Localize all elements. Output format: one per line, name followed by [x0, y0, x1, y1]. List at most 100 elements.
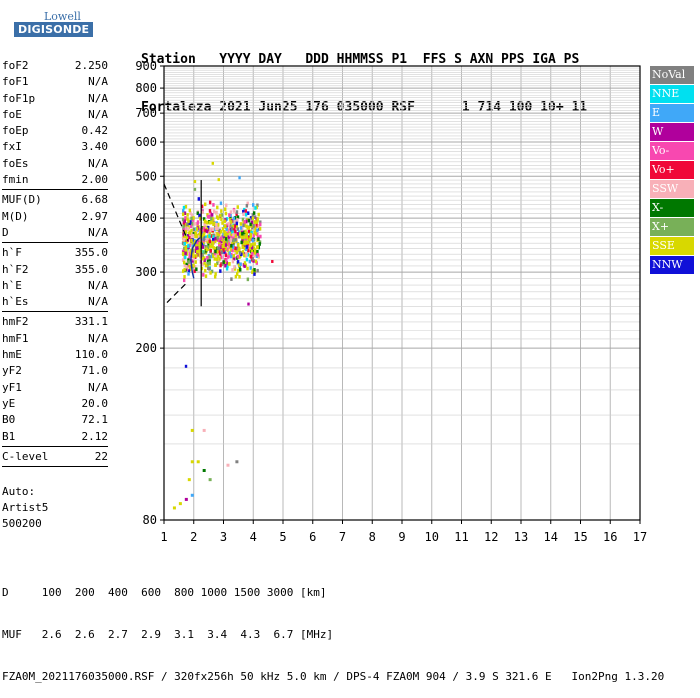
- echo-point: [255, 245, 259, 250]
- echo-point: [196, 241, 199, 245]
- echo-point: [246, 252, 250, 257]
- x-tick-label: 17: [633, 530, 647, 544]
- echo-point: [196, 235, 200, 239]
- echo-point: [245, 252, 248, 257]
- echo-point: [258, 240, 262, 244]
- legend-item: SSE: [650, 237, 694, 255]
- echo-point: [219, 245, 223, 249]
- echo-point: [201, 229, 204, 233]
- echo-point: [213, 257, 216, 261]
- param-name: h`Es: [2, 295, 29, 309]
- y-tick-label: 800: [135, 81, 157, 95]
- echo-point: [188, 243, 191, 248]
- echo-point: [190, 241, 193, 246]
- param-value: N/A: [88, 225, 108, 239]
- echo-point: [253, 220, 257, 224]
- echo-point: [228, 213, 231, 217]
- echo-point: [212, 246, 215, 250]
- echo-point: [229, 218, 232, 222]
- echo-point: [192, 254, 195, 259]
- echo-point: [187, 272, 190, 276]
- echo-point: [221, 244, 224, 249]
- header-labels: Station YYYY DAY DDD HHMMSS P1 FFS S AXN…: [141, 52, 580, 67]
- echo-point: [247, 218, 251, 223]
- auto-label: Auto:: [2, 485, 36, 498]
- echo-point: [205, 229, 209, 234]
- echo-point: [213, 274, 217, 279]
- echo-point: [203, 258, 206, 262]
- echo-point: [238, 234, 242, 238]
- echo-point: [224, 211, 228, 216]
- echo-point: [193, 264, 197, 269]
- echo-point: [235, 221, 239, 226]
- param-name: h`E: [2, 278, 22, 292]
- echo-point: [205, 247, 208, 252]
- echo-point: [209, 244, 212, 248]
- echo-point: [187, 478, 191, 482]
- echo-point: [223, 244, 226, 249]
- param-value: N/A: [88, 331, 108, 345]
- echo-point: [256, 250, 259, 254]
- echo-point: [221, 227, 225, 231]
- echo-point: [214, 249, 217, 254]
- echo-point: [246, 236, 250, 241]
- echo-point: [238, 176, 241, 180]
- y-tick-label: 600: [135, 135, 157, 149]
- echo-point: [225, 203, 228, 208]
- x-tick-label: 12: [484, 530, 498, 544]
- param-value: 71.0: [81, 364, 109, 378]
- echo-point: [201, 225, 204, 230]
- param-name: yF1: [2, 380, 22, 394]
- echo-point: [231, 241, 234, 246]
- echo-point: [206, 220, 209, 225]
- echo-point: [222, 260, 225, 264]
- echo-point: [245, 231, 249, 236]
- echo-point: [230, 220, 233, 224]
- echo-point: [235, 225, 238, 229]
- echo-point: [256, 218, 259, 223]
- param-value: N/A: [88, 156, 108, 170]
- echo-point: [187, 269, 191, 273]
- echo-point: [187, 258, 190, 262]
- echo-point: [224, 237, 228, 241]
- param-row: hmF2 331.1: [2, 314, 108, 330]
- param-row: fmin 2.00: [2, 172, 108, 188]
- echo-point: [210, 216, 213, 221]
- echo-point: [213, 239, 217, 244]
- echo-point: [210, 269, 214, 274]
- echo-point: [255, 223, 258, 228]
- echo-point: [243, 230, 246, 235]
- echo-point: [243, 261, 247, 265]
- echo-point: [219, 236, 223, 241]
- x-tick-label: 4: [250, 530, 257, 544]
- echo-point: [210, 254, 213, 259]
- echo-point: [225, 227, 228, 231]
- echo-point: [232, 216, 236, 221]
- param-row: foEs N/A: [2, 156, 108, 172]
- param-row: foE N/A: [2, 107, 108, 123]
- echo-point: [217, 178, 220, 182]
- x-tick-label: 6: [309, 530, 316, 544]
- echo-point: [208, 267, 211, 271]
- echo-point: [190, 460, 194, 464]
- echo-point: [208, 234, 211, 238]
- echo-point: [208, 220, 212, 225]
- echo-point: [227, 255, 230, 259]
- echo-point: [240, 240, 243, 245]
- echo-point: [181, 269, 185, 273]
- echo-point: [183, 241, 186, 246]
- echo-point: [192, 216, 195, 220]
- echo-point: [228, 261, 231, 266]
- x-tick-label: 8: [369, 530, 376, 544]
- echo-point: [244, 229, 247, 234]
- echo-point: [187, 225, 190, 229]
- param-row: C-level 22: [2, 449, 108, 465]
- x-tick-label: 15: [573, 530, 587, 544]
- echo-point: [196, 221, 199, 226]
- echo-point: [231, 248, 234, 253]
- echo-point: [252, 253, 256, 258]
- echo-point: [227, 221, 230, 226]
- echo-point: [184, 364, 188, 368]
- param-name: D: [2, 225, 9, 239]
- echo-point: [218, 242, 221, 246]
